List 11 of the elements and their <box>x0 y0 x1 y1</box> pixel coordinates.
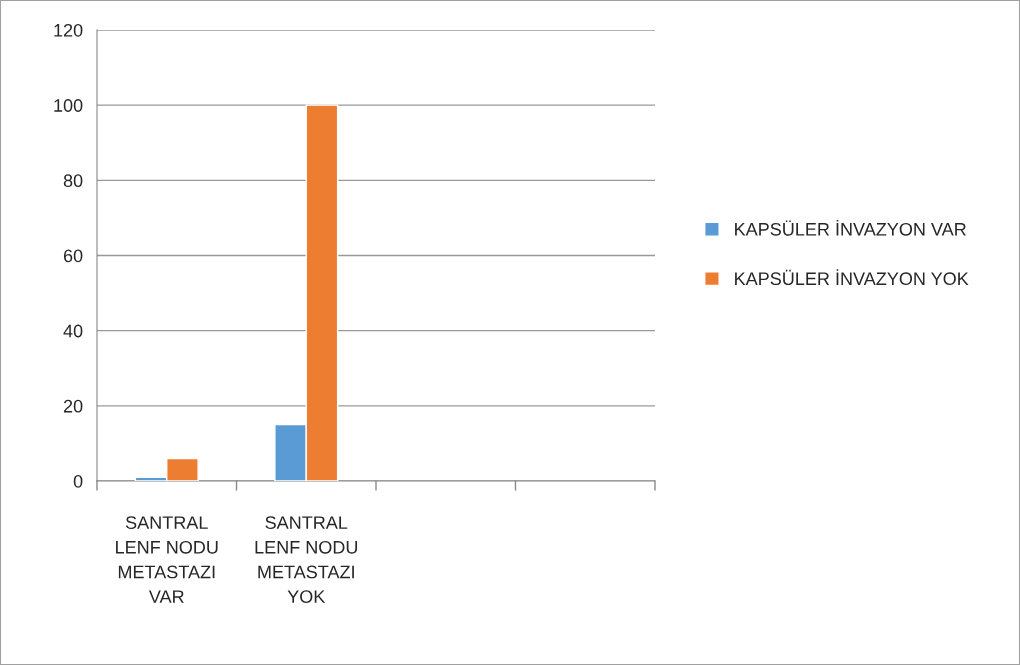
y-tick-label: 40 <box>63 324 83 338</box>
y-tick-label: 100 <box>54 99 83 112</box>
y-tick-label: 120 <box>54 23 83 37</box>
y-tick-label: 20 <box>63 399 83 413</box>
legend-label: KAPSÜLER İNVAZYON YOK <box>735 269 969 286</box>
y-tick-label: 60 <box>63 249 83 263</box>
x-tick-label: SANTRAL LENF NODU METASTAZI VAR <box>116 516 218 603</box>
x-tick-label: SANTRAL LENF NODU METASTAZI YOK <box>255 516 358 604</box>
legend-label: KAPSÜLER İNVAZYON VAR <box>735 219 966 236</box>
y-tick-label: 0 <box>73 474 83 488</box>
y-tick-label: 80 <box>63 174 83 188</box>
